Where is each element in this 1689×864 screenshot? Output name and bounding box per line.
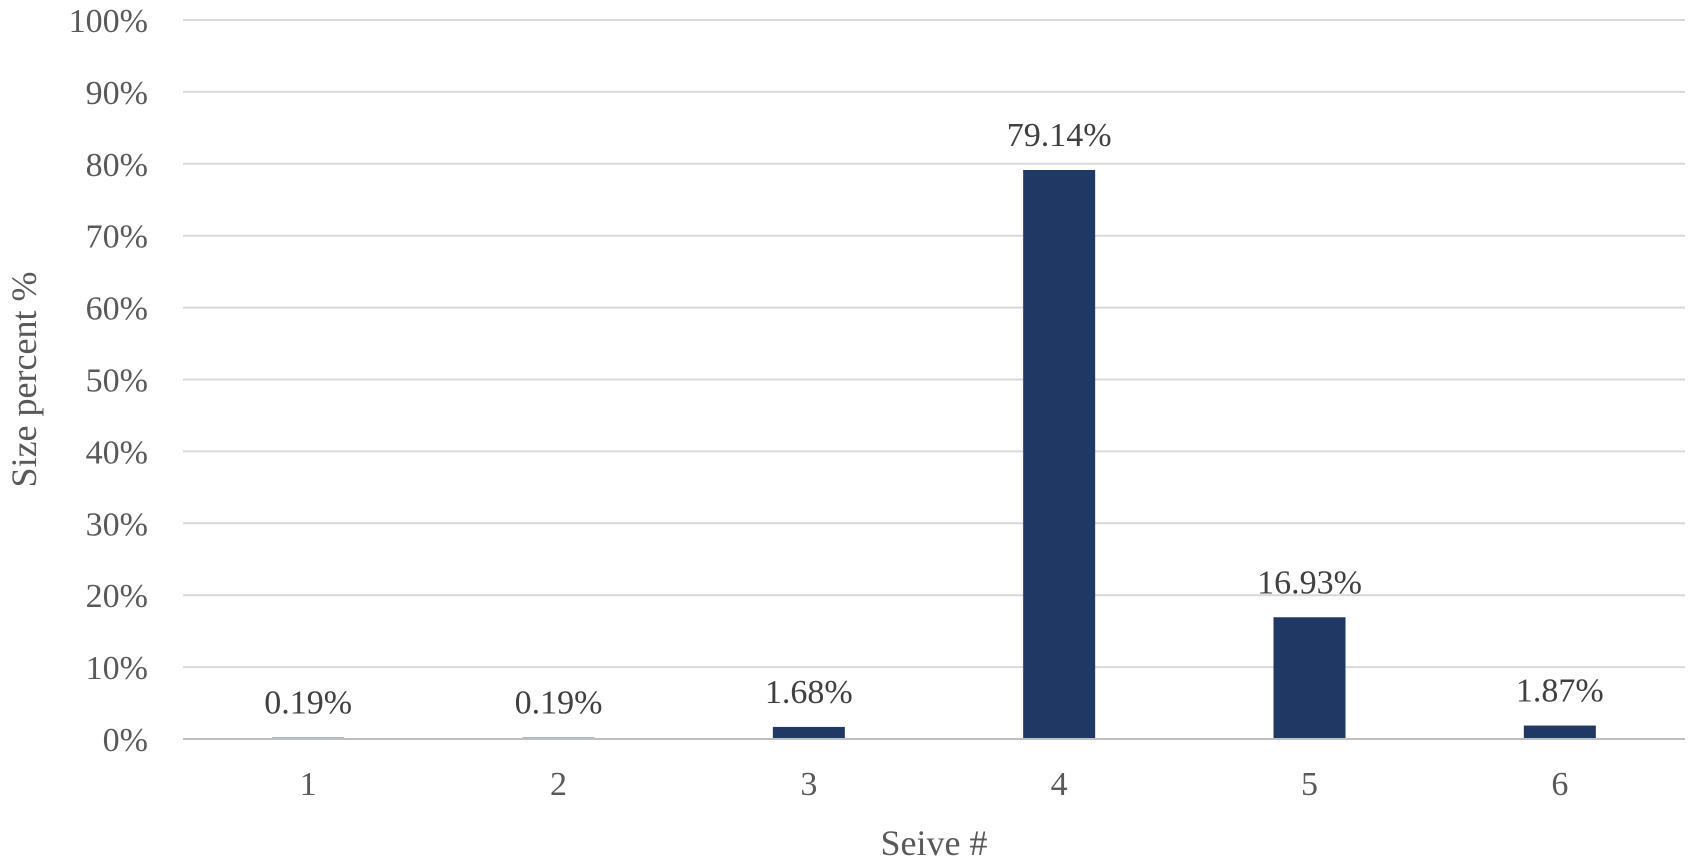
bar [1023, 169, 1096, 739]
bar-data-label: 1.68% [765, 674, 853, 711]
y-tick-label: 40% [86, 434, 148, 471]
y-tick-label: 90% [86, 75, 148, 112]
bar [1273, 617, 1346, 739]
bars [272, 169, 1596, 739]
x-axis-ticks: 1 2 3 4 5 6 [300, 766, 1569, 803]
x-tick-label: 1 [300, 766, 317, 803]
y-axis-ticks: 0% 10% 20% 30% 40% 50% 60% 70% 80% 90% 100% [69, 3, 148, 759]
x-tick-label: 3 [800, 766, 817, 803]
y-axis-title: Size percent % [4, 272, 44, 488]
bar [772, 726, 845, 739]
y-tick-label: 0% [103, 722, 148, 759]
y-tick-label: 30% [86, 506, 148, 543]
bar-data-label: 0.19% [264, 685, 352, 722]
y-tick-label: 60% [86, 291, 148, 328]
bar-data-label: 16.93% [1257, 564, 1362, 601]
y-tick-label: 10% [86, 650, 148, 687]
x-tick-label: 5 [1301, 766, 1318, 803]
bar-data-label: 1.87% [1516, 673, 1604, 710]
x-tick-label: 2 [550, 766, 567, 803]
x-tick-label: 6 [1551, 766, 1568, 803]
data-labels: 0.19% 0.19% 1.68% 79.14% 16.93% 1.87% [264, 117, 1603, 722]
y-tick-label: 80% [86, 147, 148, 184]
bar-data-label: 0.19% [515, 685, 603, 722]
y-tick-label: 70% [86, 219, 148, 256]
bar-data-label: 79.14% [1007, 117, 1112, 154]
x-axis-title: Seive # [881, 823, 988, 863]
y-tick-label: 100% [69, 3, 148, 40]
bar [1523, 725, 1596, 739]
y-tick-label: 50% [86, 363, 148, 400]
x-tick-label: 4 [1051, 766, 1068, 803]
gridlines [183, 19, 1685, 669]
y-tick-label: 20% [86, 578, 148, 615]
